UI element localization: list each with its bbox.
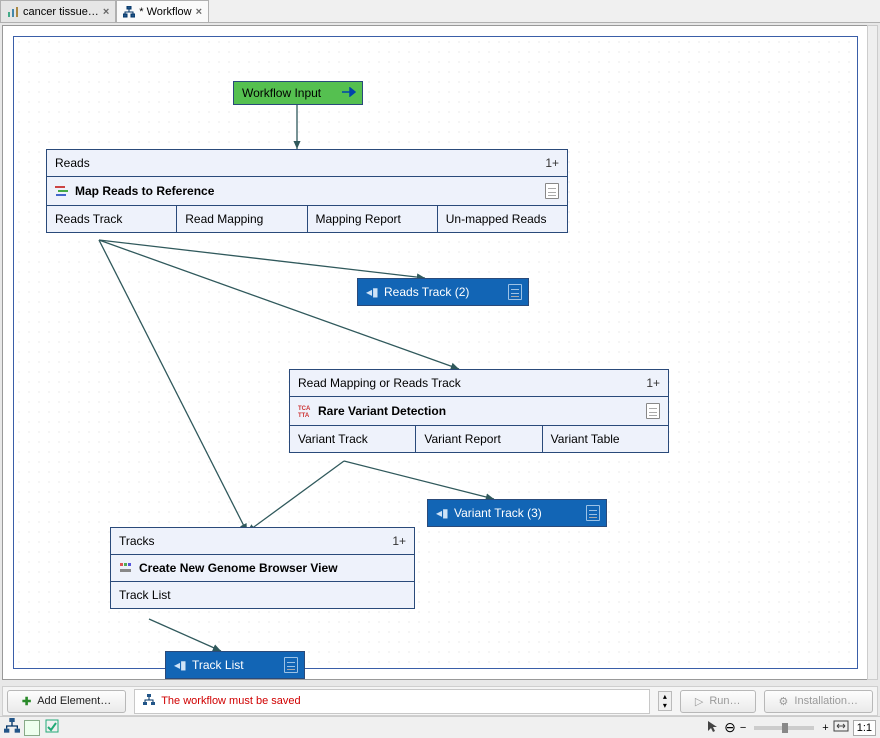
message-stepper[interactable]: ▴ ▾ — [658, 691, 672, 711]
installation-label: Installation… — [794, 695, 858, 707]
element-title: Rare Variant Detection — [318, 404, 446, 418]
doc-icon[interactable] — [545, 183, 559, 199]
close-icon[interactable]: × — [196, 6, 202, 18]
output-arrow-icon: ◂▮ — [436, 506, 449, 520]
svg-text:TTA: TTA — [298, 413, 310, 418]
zoom-minus-icon[interactable]: − — [740, 722, 746, 734]
output-port[interactable]: Un-mapped Reads — [438, 206, 567, 232]
element-title: Create New Genome Browser View — [139, 561, 338, 575]
element-title-row: Create New Genome Browser View — [111, 555, 414, 582]
zoom-slider[interactable] — [754, 726, 814, 730]
status-message-box: The workflow must be saved — [134, 689, 650, 714]
output-port[interactable]: Variant Report — [416, 426, 542, 452]
status-message: The workflow must be saved — [161, 695, 300, 707]
workflow-canvas[interactable]: Workflow Input Reads 1+ Map Reads to Ref… — [13, 36, 858, 669]
multiplicity-badge: 1+ — [545, 156, 559, 170]
workflow-view-icon[interactable] — [4, 718, 20, 737]
gear-icon: ⚙ — [779, 695, 789, 708]
element-outputs-row: Track List — [111, 582, 414, 608]
pointer-icon[interactable] — [706, 719, 720, 736]
element-title-row: TCATTA Rare Variant Detection — [290, 397, 668, 426]
output-label: Reads Track (2) — [384, 285, 469, 299]
status-bar: ⊖ − + 1:1 — [0, 716, 880, 738]
close-icon[interactable]: × — [103, 6, 109, 18]
output-reads-track[interactable]: ◂▮ Reads Track (2) — [357, 278, 529, 306]
view-icon-2[interactable] — [24, 720, 40, 736]
plus-icon: ✚ — [22, 695, 31, 708]
workflow-input-node[interactable]: Workflow Input — [233, 81, 363, 105]
doc-icon — [586, 505, 600, 521]
doc-icon — [508, 284, 522, 300]
workflow-icon — [143, 694, 155, 709]
chevron-down-icon[interactable]: ▾ — [659, 701, 671, 710]
element-title-row: Map Reads to Reference — [47, 177, 567, 206]
element-outputs-row: Reads Track Read Mapping Mapping Report … — [47, 206, 567, 232]
output-port[interactable]: Reads Track — [47, 206, 177, 232]
svg-text:TCA: TCA — [298, 406, 311, 412]
element-title: Map Reads to Reference — [75, 184, 214, 198]
variant-icon: TCATTA — [298, 404, 312, 418]
installation-button[interactable]: ⚙ Installation… — [764, 690, 873, 713]
workflow-input-label: Workflow Input — [242, 86, 321, 100]
multiplicity-badge: 1+ — [392, 534, 406, 548]
add-element-button[interactable]: ✚ Add Element… — [7, 690, 126, 713]
tab-workflow[interactable]: * Workflow × — [116, 0, 209, 22]
browser-icon — [119, 561, 133, 575]
output-arrow-icon: ◂▮ — [174, 658, 187, 672]
element-map-reads[interactable]: Reads 1+ Map Reads to Reference Reads Tr… — [46, 149, 568, 233]
view-icon-3[interactable] — [44, 718, 60, 737]
zoom-ratio[interactable]: 1:1 — [853, 720, 876, 736]
chart-icon — [7, 6, 19, 18]
output-arrow-icon: ◂▮ — [366, 285, 379, 299]
output-port[interactable]: Variant Table — [543, 426, 668, 452]
zoom-plus-icon[interactable]: + — [822, 722, 828, 734]
tab-bar: cancer tissue… × * Workflow × — [0, 0, 880, 23]
element-input-label: Tracks — [119, 534, 155, 548]
output-port[interactable]: Variant Track — [290, 426, 416, 452]
output-label: Track List — [192, 658, 244, 672]
output-port[interactable]: Read Mapping — [177, 206, 307, 232]
output-track-list[interactable]: ◂▮ Track List — [165, 651, 305, 679]
run-button[interactable]: ▷ Run… — [680, 690, 756, 713]
tab-cancer-tissue[interactable]: cancer tissue… × — [0, 0, 116, 22]
play-icon: ▷ — [695, 695, 703, 708]
tab-label: cancer tissue… — [23, 6, 99, 18]
element-input-label: Reads — [55, 156, 90, 170]
vertical-scrollbar[interactable] — [867, 25, 878, 680]
tab-label: * Workflow — [139, 6, 191, 18]
element-rare-variant[interactable]: Read Mapping or Reads Track 1+ TCATTA Ra… — [289, 369, 669, 453]
doc-icon — [284, 657, 298, 673]
run-label: Run… — [709, 695, 740, 707]
output-variant-track[interactable]: ◂▮ Variant Track (3) — [427, 499, 607, 527]
zoom-thumb[interactable] — [782, 723, 788, 733]
workflow-icon — [123, 6, 135, 18]
element-input-label: Read Mapping or Reads Track — [298, 376, 461, 390]
zoom-out-icon[interactable]: ⊖ — [724, 719, 736, 736]
input-arrow-icon — [342, 86, 356, 100]
bottom-toolbar: ✚ Add Element… The workflow must be save… — [2, 686, 878, 716]
output-label: Variant Track (3) — [454, 506, 542, 520]
element-input-row: Tracks 1+ — [111, 528, 414, 555]
element-input-row: Reads 1+ — [47, 150, 567, 177]
element-outputs-row: Variant Track Variant Report Variant Tab… — [290, 426, 668, 452]
chevron-up-icon[interactable]: ▴ — [659, 692, 671, 701]
canvas-container: Workflow Input Reads 1+ Map Reads to Ref… — [2, 25, 869, 680]
output-port[interactable]: Mapping Report — [308, 206, 438, 232]
output-port[interactable]: Track List — [111, 582, 414, 608]
fit-width-icon[interactable] — [833, 720, 849, 735]
doc-icon[interactable] — [646, 403, 660, 419]
element-genome-browser[interactable]: Tracks 1+ Create New Genome Browser View… — [110, 527, 415, 609]
multiplicity-badge: 1+ — [646, 376, 660, 390]
add-element-label: Add Element… — [37, 695, 111, 707]
align-icon — [55, 184, 69, 198]
element-input-row: Read Mapping or Reads Track 1+ — [290, 370, 668, 397]
